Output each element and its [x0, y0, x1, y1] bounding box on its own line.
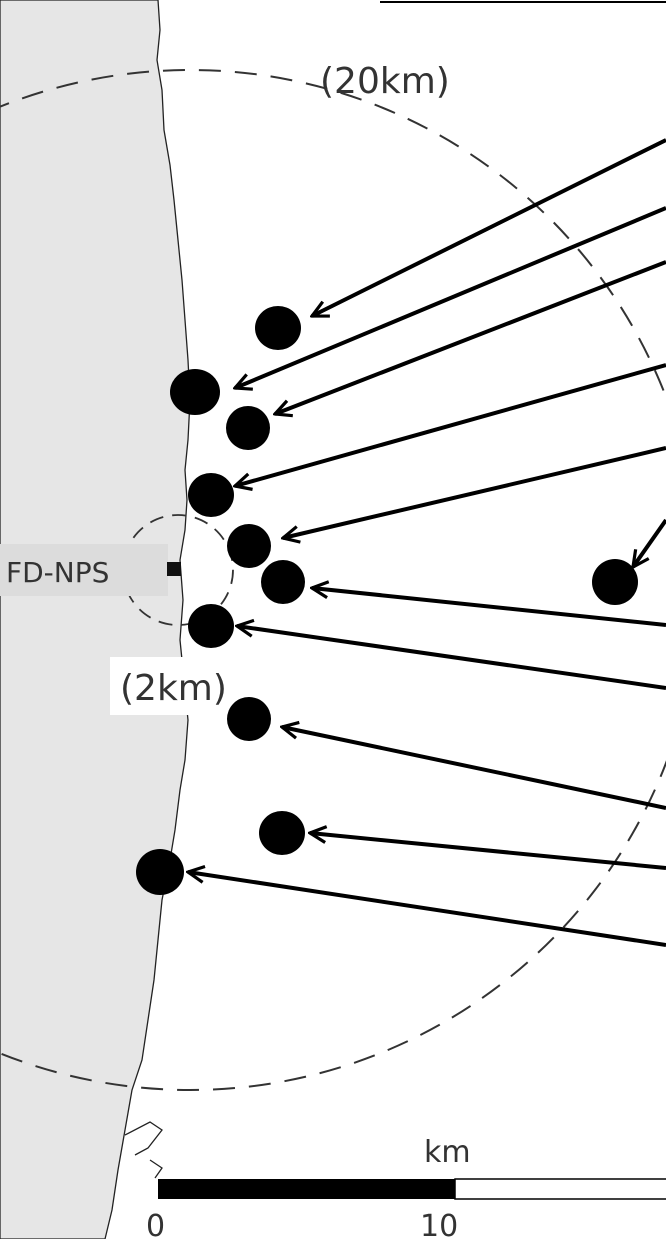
arrow-2: [235, 206, 666, 388]
arrow-10: [310, 833, 666, 870]
site-marker: [226, 406, 270, 450]
sampling-sites: [136, 306, 638, 895]
arrow-7: [312, 588, 666, 627]
site-marker: [170, 369, 220, 415]
arrow-5: [283, 446, 666, 538]
arrow-11: [188, 872, 666, 947]
harbour-outline-2: [149, 1159, 163, 1179]
radius-circle-20km: [0, 69, 666, 1091]
arrow-8: [237, 626, 666, 690]
site-marker: [261, 560, 305, 604]
site-marker: [227, 524, 271, 568]
site-marker: [255, 306, 301, 350]
scale-bar-segment-dark: [158, 1179, 455, 1199]
inner-radius-label: (2km): [120, 668, 227, 709]
inner-radius-label-bg: [110, 657, 246, 715]
scale-bar-unit: km: [424, 1135, 471, 1170]
land-area: [0, 0, 191, 1239]
site-marker: [136, 849, 184, 895]
arrow-9: [282, 727, 666, 810]
plant-label-bg: [0, 544, 168, 596]
arrow-3: [275, 260, 666, 414]
scale-bar-tick-0: 0: [146, 1209, 165, 1239]
scale-bar-segment-light: [454, 1178, 666, 1200]
harbour-outline: [124, 1121, 163, 1156]
site-marker: [592, 559, 638, 605]
outer-radius-label: (20km): [320, 61, 450, 102]
plant-marker: [167, 562, 181, 576]
site-marker: [227, 697, 271, 741]
site-marker: [259, 811, 305, 855]
arrow-4: [235, 363, 666, 486]
arrow-6: [633, 518, 666, 567]
pointer-arrows: [188, 138, 666, 947]
scale-bar-tick-10: 10: [420, 1209, 458, 1239]
site-marker: [188, 473, 234, 517]
site-marker: [188, 604, 234, 648]
plant-label: FD-NPS: [6, 556, 109, 589]
arrow-1: [312, 138, 666, 318]
